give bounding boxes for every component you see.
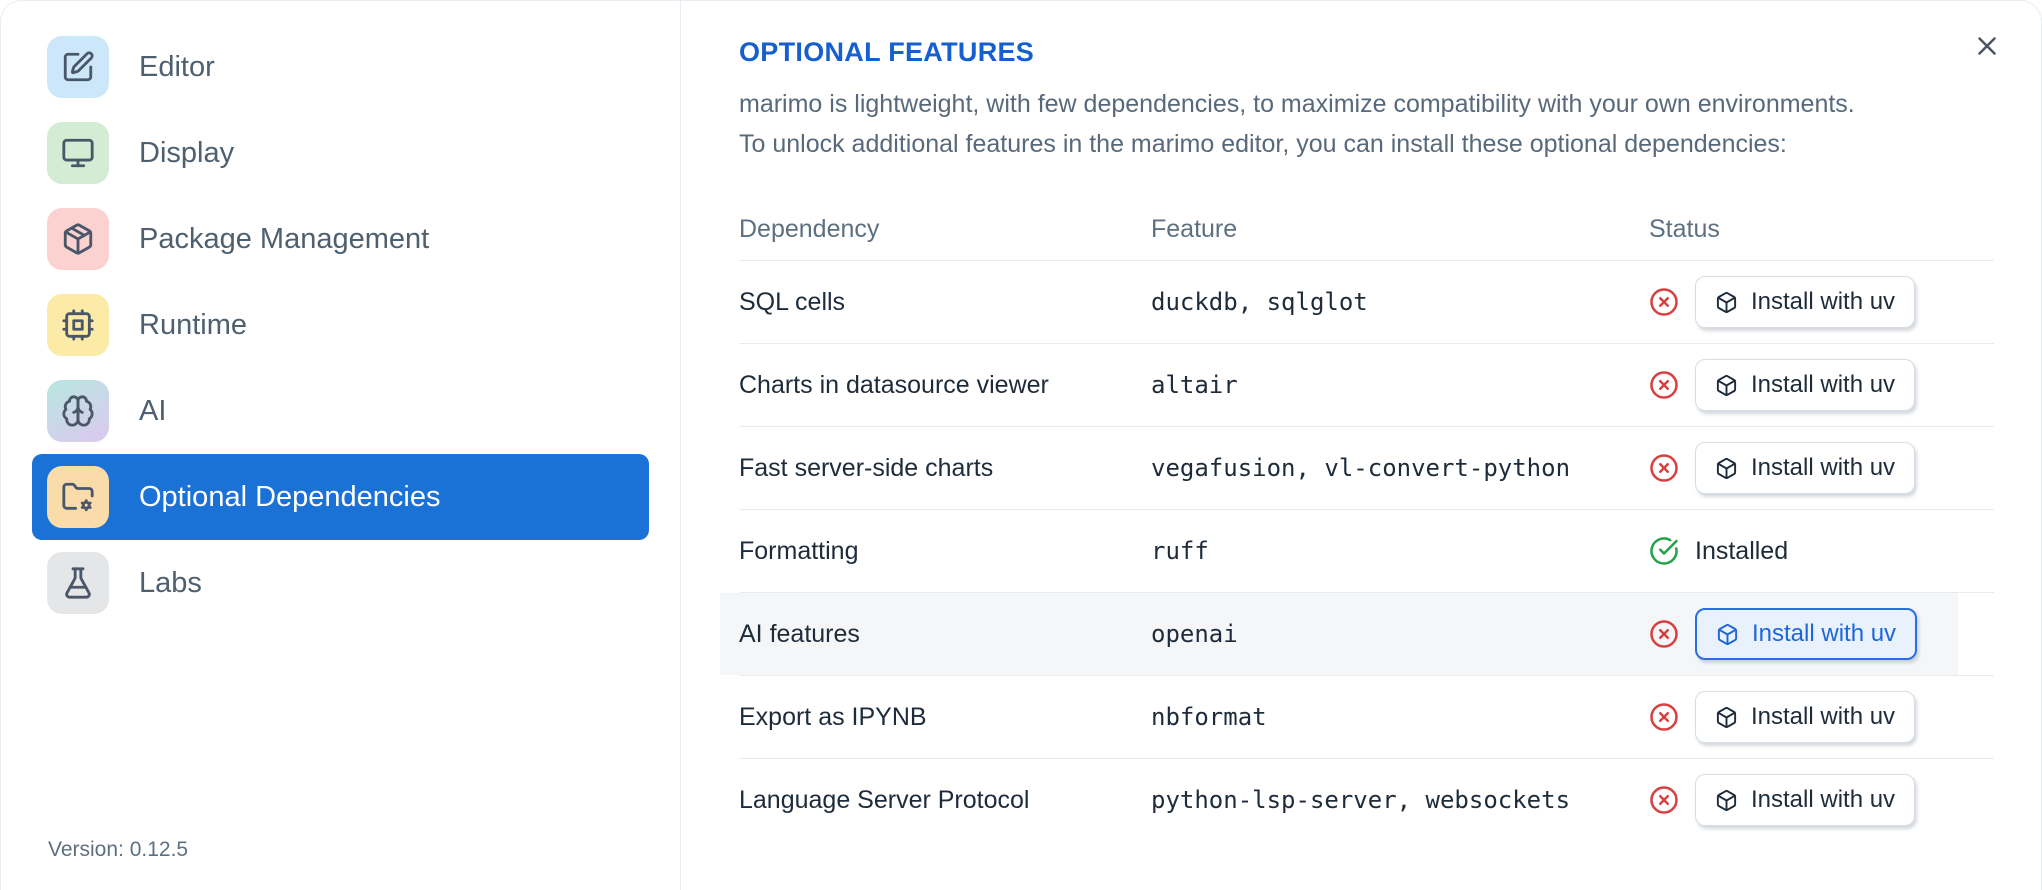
install-with-uv-button[interactable]: Install with uv (1695, 691, 1916, 743)
flask-icon (47, 552, 109, 614)
table-row: Export as IPYNB nbformat Install with uv (739, 676, 1994, 759)
feature-cell: openai (1151, 620, 1238, 648)
table-row: Charts in datasource viewer altair Insta… (739, 344, 1994, 427)
dependency-cell: Fast server-side charts (739, 453, 994, 482)
package-icon (47, 208, 109, 270)
sidebar-nav: Editor Display Package Management Runtim… (32, 24, 649, 626)
status-cell: Install with uv (1649, 276, 1994, 328)
circle-x-icon (1649, 453, 1679, 483)
box-icon (1715, 374, 1738, 397)
install-button-label: Install with uv (1751, 454, 1896, 481)
status-cell: Install with uv (1649, 691, 1994, 743)
table-row: SQL cells duckdb, sqlglot Install with u… (739, 261, 1994, 344)
description-line: marimo is lightweight, with few dependen… (739, 90, 1855, 118)
sidebar-item-label: Labs (139, 566, 202, 599)
square-pen-icon (47, 36, 109, 98)
dependency-cell: SQL cells (739, 287, 846, 316)
table-row: Formatting ruff Installed (739, 510, 1994, 593)
install-with-uv-button[interactable]: Install with uv (1695, 442, 1916, 494)
feature-cell: duckdb, sqlglot (1151, 288, 1368, 316)
panel-description: marimo is lightweight, with few dependen… (739, 84, 1994, 164)
sidebar-item-runtime[interactable]: Runtime (32, 282, 649, 368)
dependency-cell: Charts in datasource viewer (739, 370, 1049, 399)
sidebar-item-ai[interactable]: AI (32, 368, 649, 454)
install-button-label: Install with uv (1751, 288, 1896, 315)
circle-x-icon (1649, 619, 1679, 649)
sidebar-item-package-management[interactable]: Package Management (32, 196, 649, 282)
sidebar-item-label: AI (139, 394, 167, 427)
box-icon (1715, 291, 1738, 314)
circle-check-icon (1649, 536, 1679, 566)
dependency-cell: Formatting (739, 536, 859, 565)
install-button-label: Install with uv (1751, 786, 1896, 813)
sidebar-item-label: Optional Dependencies (139, 480, 441, 513)
column-header-feature: Feature (1151, 214, 1238, 243)
sidebar-item-editor[interactable]: Editor (32, 24, 649, 110)
sidebar-item-label: Package Management (139, 222, 430, 255)
sidebar-item-display[interactable]: Display (32, 110, 649, 196)
box-icon (1715, 457, 1738, 480)
box-icon (1716, 623, 1739, 646)
circle-x-icon (1649, 702, 1679, 732)
folder-cog-icon (47, 466, 109, 528)
close-button[interactable] (1969, 29, 2005, 65)
feature-cell: vegafusion, vl-convert-python (1151, 454, 1571, 482)
box-icon (1715, 789, 1738, 812)
dependency-cell: Language Server Protocol (739, 785, 1030, 814)
version-label: Version: 0.12.5 (48, 838, 189, 861)
status-cell: Installed (1649, 536, 1994, 566)
cpu-icon (47, 294, 109, 356)
table-header-row: Dependency Feature Status (739, 198, 1994, 261)
circle-x-icon (1649, 287, 1679, 317)
features-table-body: SQL cells duckdb, sqlglot Install with u… (720, 261, 1994, 841)
install-with-uv-button[interactable]: Install with uv (1695, 608, 1918, 660)
installed-label: Installed (1695, 536, 1789, 565)
sidebar-item-label: Display (139, 136, 235, 169)
table-row: AI features openai Install with uv (720, 593, 1994, 676)
monitor-icon (47, 122, 109, 184)
table-row: Fast server-side charts vegafusion, vl-c… (739, 427, 1994, 510)
table-row: Language Server Protocol python-lsp-serv… (739, 759, 1994, 841)
sidebar-item-labs[interactable]: Labs (32, 540, 649, 626)
sidebar-item-optional-dependencies[interactable]: Optional Dependencies (32, 454, 649, 540)
box-icon (1715, 706, 1738, 729)
description-line: To unlock additional features in the mar… (739, 130, 1787, 158)
circle-x-icon (1649, 785, 1679, 815)
sidebar-item-label: Runtime (139, 308, 247, 341)
sidebar-item-label: Editor (139, 50, 215, 83)
settings-sidebar: Editor Display Package Management Runtim… (1, 1, 681, 890)
brain-icon (47, 380, 109, 442)
install-with-uv-button[interactable]: Install with uv (1695, 276, 1916, 328)
install-button-label: Install with uv (1752, 620, 1897, 647)
optional-features-table: Dependency Feature Status SQL cells duck… (720, 198, 1994, 841)
column-header-status: Status (1649, 214, 1720, 243)
column-header-dependency: Dependency (739, 214, 880, 243)
feature-cell: ruff (1151, 537, 1209, 565)
optional-features-panel: OPTIONAL FEATURES marimo is lightweight,… (682, 1, 2041, 890)
status-cell: Install with uv (1649, 774, 1994, 826)
x-icon (1972, 36, 2002, 64)
feature-cell: python-lsp-server, websockets (1151, 786, 1571, 814)
install-button-label: Install with uv (1751, 371, 1896, 398)
feature-cell: altair (1151, 371, 1238, 399)
install-with-uv-button[interactable]: Install with uv (1695, 774, 1916, 826)
install-button-label: Install with uv (1751, 703, 1896, 730)
status-cell: Install with uv (1649, 608, 1994, 660)
status-cell: Install with uv (1649, 359, 1994, 411)
feature-cell: nbformat (1151, 703, 1267, 731)
status-cell: Install with uv (1649, 442, 1994, 494)
page-title: OPTIONAL FEATURES (739, 37, 1035, 67)
install-with-uv-button[interactable]: Install with uv (1695, 359, 1916, 411)
circle-x-icon (1649, 370, 1679, 400)
dependency-cell: AI features (739, 619, 860, 648)
dependency-cell: Export as IPYNB (739, 702, 927, 731)
